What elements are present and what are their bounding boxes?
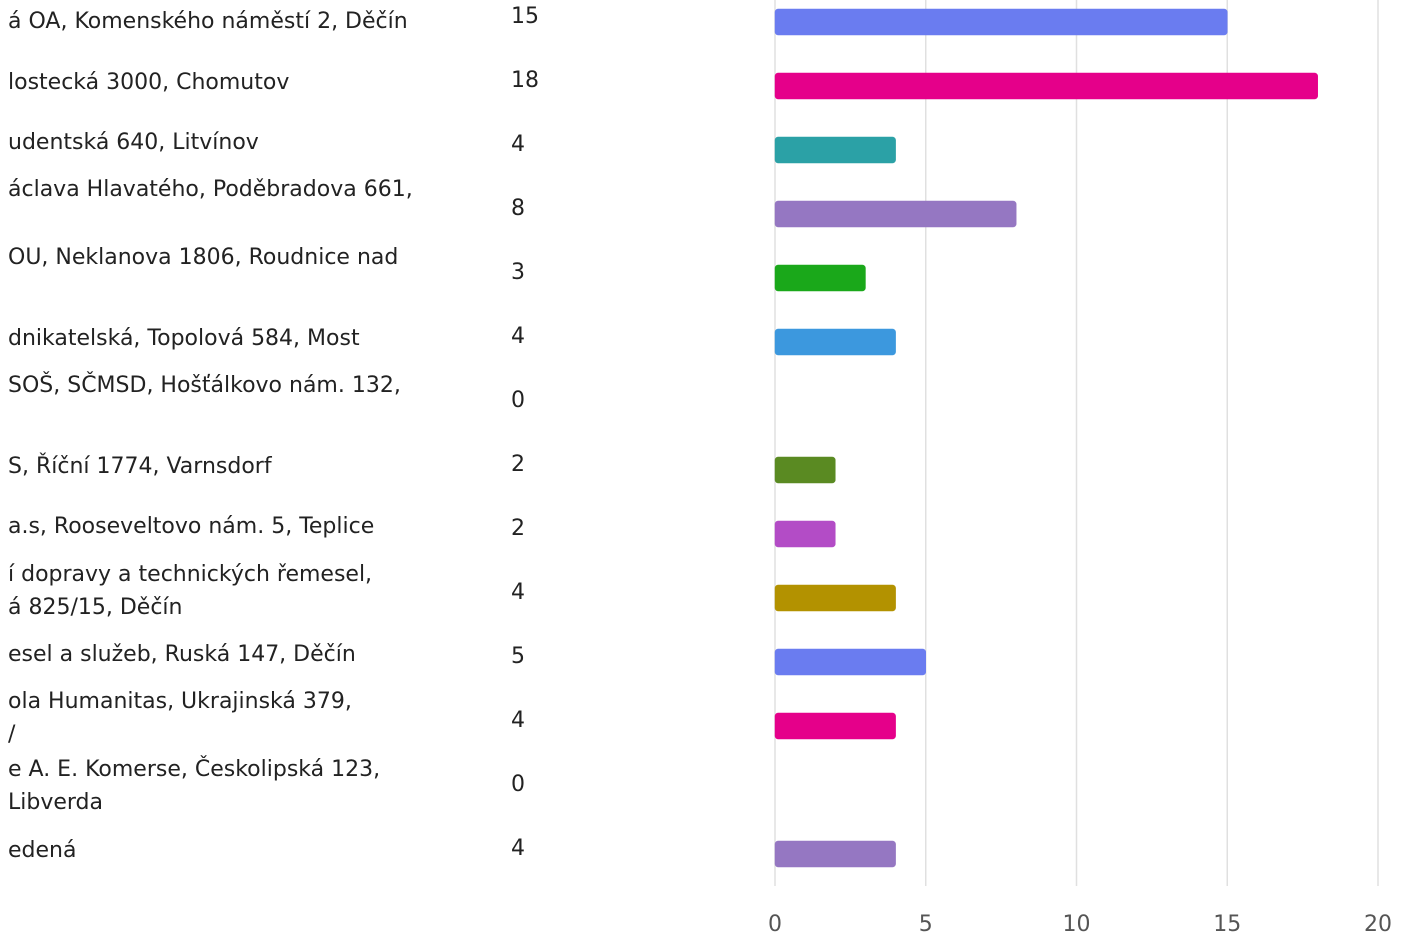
bar	[774, 200, 1017, 228]
bar	[774, 648, 926, 676]
value-label: 15	[511, 4, 539, 29]
category-label: /	[8, 722, 16, 747]
category-label: á OA, Komenského náměstí 2, Děčín	[8, 9, 408, 34]
category-label: a.s, Rooseveltovo nám. 5, Teplice	[8, 514, 374, 539]
value-label: 4	[511, 708, 525, 733]
category-label: OU, Neklanova 1806, Roudnice nad	[8, 245, 398, 270]
category-label: e A. E. Komerse, Českolipská 123,	[8, 756, 380, 782]
value-label: 2	[511, 516, 525, 541]
category-label: ola Humanitas, Ukrajinská 379,	[8, 689, 352, 714]
bar	[774, 136, 896, 164]
bar	[774, 712, 896, 740]
value-label: 18	[511, 68, 539, 93]
bar	[774, 456, 836, 484]
category-label: S, Říční 1774, Varnsdorf	[8, 453, 273, 479]
category-label: SOŠ, SČMSD, Hošťálkovo nám. 132,	[8, 372, 401, 398]
bar	[774, 264, 866, 292]
value-label: 4	[511, 132, 525, 157]
x-tick-label: 15	[1213, 912, 1241, 937]
x-tick-label: 20	[1364, 912, 1392, 937]
value-label: 2	[511, 452, 525, 477]
value-label: 4	[511, 836, 525, 861]
bar	[774, 8, 1228, 36]
bar	[774, 520, 836, 548]
category-label: í dopravy a technických řemesel,	[8, 562, 372, 587]
category-label: dnikatelská, Topolová 584, Most	[8, 326, 360, 351]
bar	[774, 72, 1318, 100]
bar	[774, 840, 896, 868]
value-label: 0	[511, 772, 525, 797]
value-label: 3	[511, 260, 525, 285]
category-label: udentská 640, Litvínov	[8, 130, 259, 155]
x-tick-label: 5	[919, 912, 933, 937]
category-label: á 825/15, Děčín	[8, 595, 183, 620]
bar	[774, 328, 896, 356]
value-label: 4	[511, 580, 525, 605]
value-label: 4	[511, 324, 525, 349]
x-tick-label: 0	[768, 912, 782, 937]
x-tick-label: 10	[1063, 912, 1091, 937]
bar	[774, 584, 896, 612]
category-label: Libverda	[8, 790, 103, 815]
category-label: edená	[8, 838, 76, 863]
value-label: 5	[511, 644, 525, 669]
value-label: 0	[511, 388, 525, 413]
category-label: esel a služeb, Ruská 147, Děčín	[8, 642, 356, 667]
category-label: lostecká 3000, Chomutov	[8, 70, 289, 95]
category-label: áclava Hlavatého, Poděbradova 661,	[8, 177, 413, 202]
value-label: 8	[511, 196, 525, 221]
